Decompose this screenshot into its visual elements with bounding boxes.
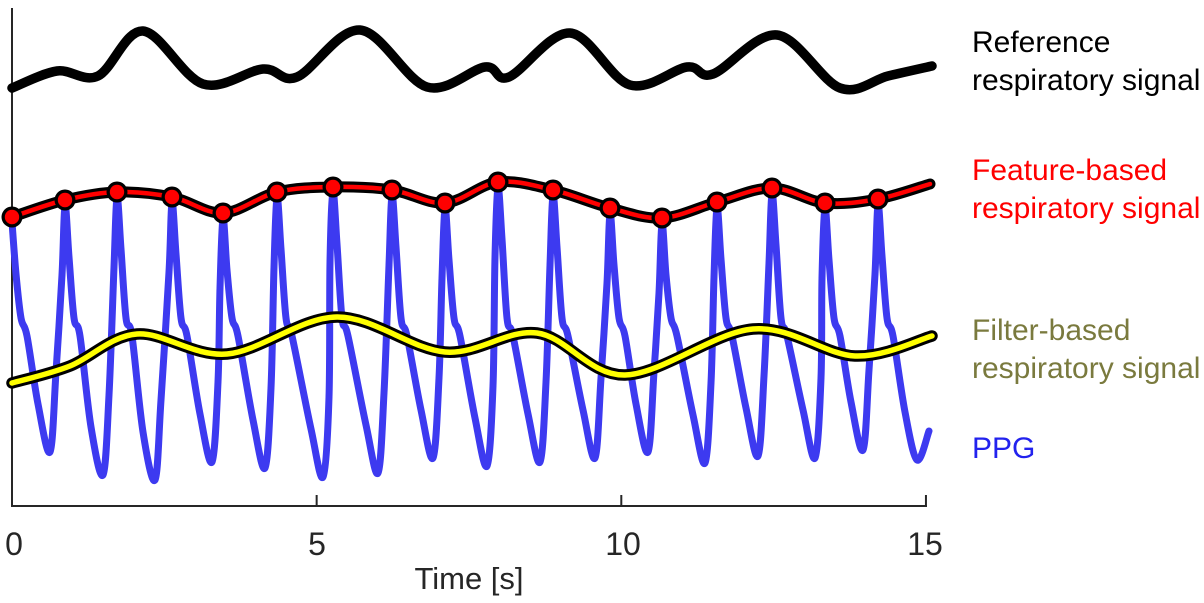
legend-ppg-line1: PPG: [972, 432, 1036, 465]
legend-feature-line1: Feature-based: [972, 154, 1168, 187]
legend-ppg-label: PPG: [972, 430, 1035, 468]
legend-feature-based-label: Feature-based respiratory signal: [972, 152, 1200, 228]
legend-reference-line1: Reference: [972, 26, 1111, 59]
legend-reference-label: Reference respiratory signal: [972, 24, 1200, 100]
x-axis-title: Time [s]: [414, 561, 524, 596]
legend-filter-based-label: Filter-based respiratory signal: [972, 312, 1200, 388]
x-tick-label-15: 15: [907, 526, 943, 562]
legend-reference-line2: respiratory signal: [972, 64, 1201, 97]
x-tick-label-0: 0: [5, 526, 23, 562]
legend-filter-line2: respiratory signal: [972, 352, 1201, 385]
legend-feature-line2: respiratory signal: [972, 192, 1201, 225]
x-tick-label-5: 5: [308, 526, 326, 562]
legend-filter-line1: Filter-based: [972, 314, 1131, 347]
x-tick-label-10: 10: [605, 526, 641, 562]
